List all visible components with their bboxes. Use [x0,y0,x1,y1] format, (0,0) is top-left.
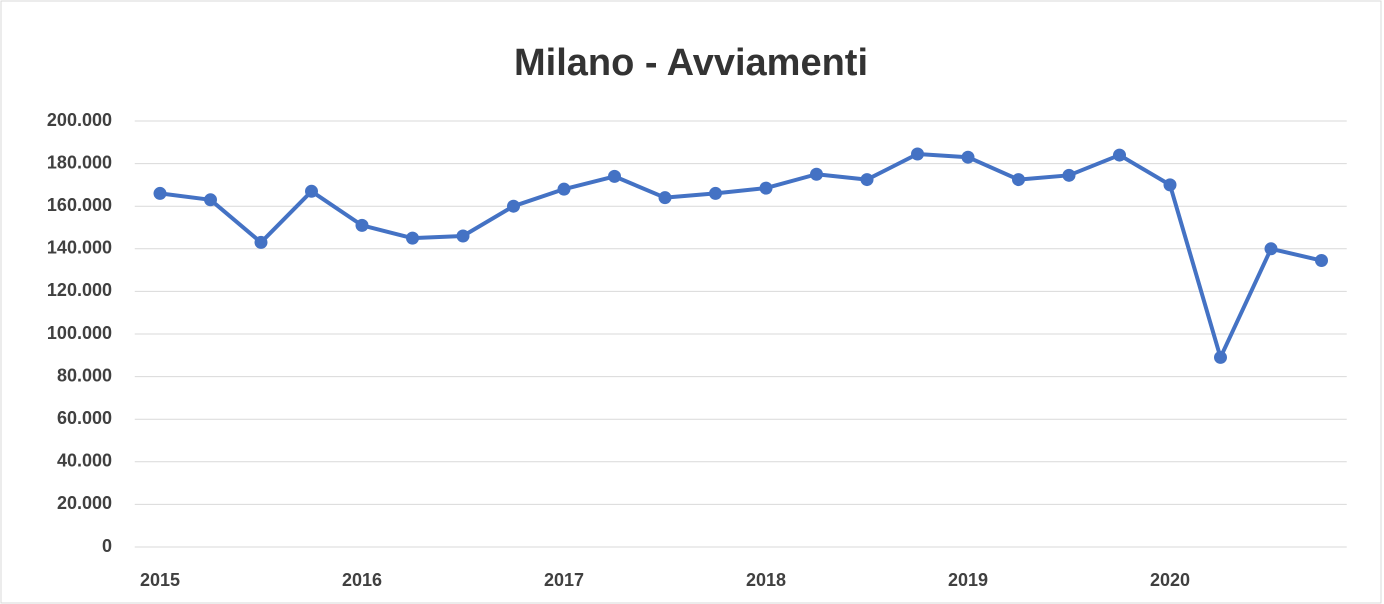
point [810,167,823,181]
point [1315,254,1328,268]
point [507,199,520,213]
y-tick-label: 0 [102,536,112,556]
x-tick-label: 2018 [746,570,786,590]
x-tick-label: 2015 [140,570,180,590]
point [759,181,773,195]
y-tick-label: 80.000 [57,365,112,385]
point [1264,242,1278,256]
x-tick-label: 2020 [1150,570,1190,590]
point [1113,148,1126,162]
point [305,184,318,198]
y-tick-label: 20.000 [57,493,112,513]
y-tick-label: 120.000 [47,280,112,300]
x-tick-label: 2016 [342,570,382,590]
point [658,191,672,205]
chart-title: Milano - Avviamenti [514,42,868,84]
point [153,186,167,200]
y-tick-label: 60.000 [57,408,112,428]
x-tick-label: 2017 [544,570,584,590]
y-tick-label: 40.000 [57,451,112,471]
point [911,147,924,161]
y-tick-label: 180.000 [47,152,112,172]
point [406,231,419,245]
point [608,169,621,183]
y-tick-label: 160.000 [47,195,112,215]
x-tick-label: 2019 [948,570,988,590]
point [1214,350,1227,364]
y-tick-label: 200.000 [47,110,112,130]
point [961,150,975,164]
y-tick-label: 100.000 [47,323,112,343]
point [1163,178,1177,192]
point [254,235,268,249]
point [557,182,571,196]
point [456,229,470,243]
point [204,193,217,207]
line [159,152,1322,360]
y-tick-label: 140.000 [47,238,112,258]
point [1062,168,1076,182]
point [355,218,369,232]
point [1012,173,1025,187]
point [860,173,874,187]
point [709,186,722,200]
